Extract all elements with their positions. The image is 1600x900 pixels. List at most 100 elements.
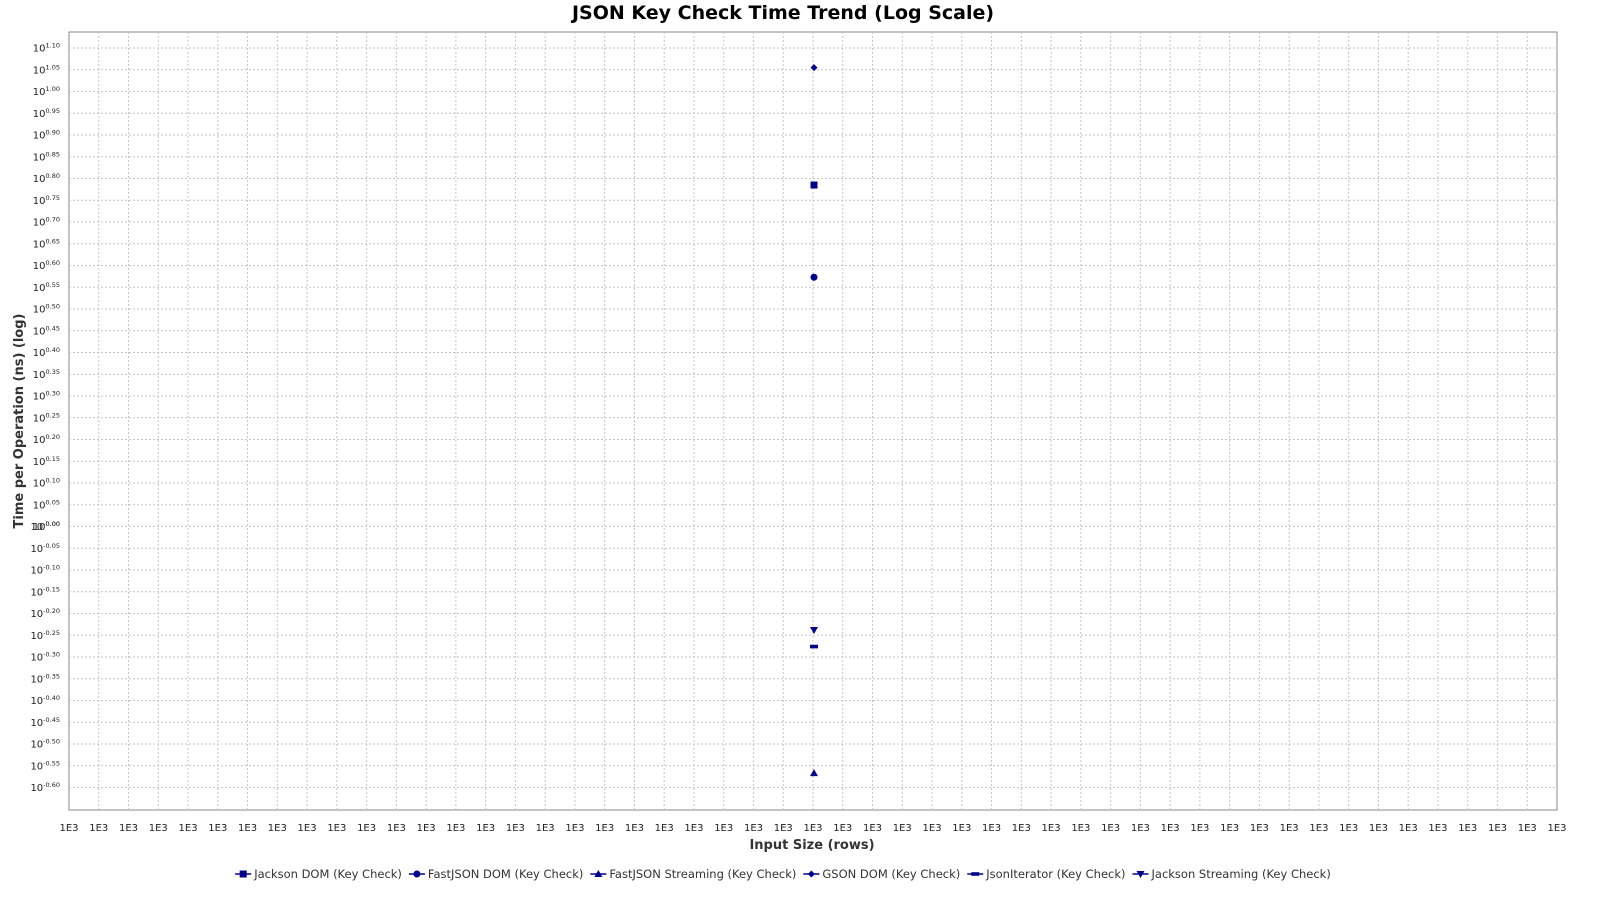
x-tick-label: 1E3: [298, 823, 317, 834]
y-tick-label: 101.00: [33, 85, 60, 98]
legend-item: Jackson Streaming (Key Check): [1132, 867, 1331, 881]
x-tick-label: 1E3: [863, 823, 882, 834]
x-tick-label: 1E3: [1071, 823, 1090, 834]
x-tick-label: 1E3: [684, 823, 703, 834]
legend-marker: [1136, 871, 1145, 878]
point-gson-dom-key-check: [810, 64, 818, 72]
y-tick-label: 100.90: [33, 129, 60, 142]
x-tick-label: 1E3: [893, 823, 912, 834]
x-tick-label: 1E3: [387, 823, 406, 834]
x-tick-label: 1E3: [268, 823, 287, 834]
chart-title: JSON Key Check Time Trend (Log Scale): [570, 2, 994, 24]
y-tick-label: 10-0.55: [30, 759, 60, 772]
legend-item: JsonIterator (Key Check): [967, 867, 1126, 881]
y-axis-title: Time per Operation (ns) (log): [12, 314, 27, 529]
y-tick-label: 10-0.25: [30, 629, 60, 642]
x-tick-label: 1E3: [1161, 823, 1180, 834]
y-tick-label: 101.10: [33, 42, 60, 55]
y-tick-label: 100.05: [33, 498, 60, 511]
x-tick-label: 1E3: [1547, 823, 1566, 834]
x-tick-label: 1E3: [327, 823, 346, 834]
y-tick-label: 100.25: [33, 411, 60, 424]
legend-item: Jackson DOM (Key Check): [235, 867, 402, 881]
x-tick-label: 1E3: [833, 823, 852, 834]
x-tick-label: 1E3: [446, 823, 465, 834]
y-tick-label: 100.50: [33, 303, 60, 316]
x-tick-label: 1E3: [982, 823, 1001, 834]
x-tick-label: 1E3: [238, 823, 257, 834]
x-tick-label: 1E3: [1309, 823, 1328, 834]
x-tick-label: 1E3: [476, 823, 495, 834]
x-tick-label: 1E3: [714, 823, 733, 834]
x-tick-label: 1E3: [1339, 823, 1358, 834]
x-tick-label: 1E3: [565, 823, 584, 834]
y-tick-label: 100.80: [33, 172, 60, 185]
legend-marker: [594, 870, 603, 877]
y-tick-label: 10-0.45: [30, 716, 60, 729]
x-tick-label: 1E3: [1428, 823, 1447, 834]
point-jackson-dom-key-check: [810, 181, 818, 189]
legend-label: FastJSON DOM (Key Check): [428, 867, 583, 881]
legend-marker: [807, 870, 815, 878]
y-tick-label: 100.30: [33, 390, 60, 403]
y-tick-label: 10-0.40: [30, 694, 60, 707]
legend-marker: [971, 872, 980, 876]
x-tick-label: 1E3: [1518, 823, 1537, 834]
x-tick-label: 1E3: [803, 823, 822, 834]
legend-marker: [413, 870, 421, 878]
x-tick-label: 1E3: [208, 823, 227, 834]
x-tick-label: 1E3: [1488, 823, 1507, 834]
x-tick-label: 1E3: [595, 823, 614, 834]
y-tick-label: 10-0.05: [30, 542, 60, 555]
y-tick-label: 100.40: [33, 346, 60, 359]
grid-lines: [69, 32, 1557, 810]
x-tick-label: 1E3: [1131, 823, 1150, 834]
x-tick-label: 1E3: [1220, 823, 1239, 834]
x-tick-label: 1E3: [655, 823, 674, 834]
y-tick-label: 10-0.35: [30, 672, 60, 685]
x-tick-label: 1E3: [1399, 823, 1418, 834]
legend: Jackson DOM (Key Check) FastJSON DOM (Key…: [235, 867, 1331, 881]
x-tick-label: 1E3: [1458, 823, 1477, 834]
point-jsoniterator-key-check: [810, 644, 818, 649]
point-jackson-streaming-key-check: [810, 627, 818, 635]
legend-label: GSON DOM (Key Check): [822, 867, 960, 881]
y-tick-label: 100.70: [33, 216, 60, 229]
legend-label: FastJSON Streaming (Key Check): [609, 867, 796, 881]
legend-item: FastJSON Streaming (Key Check): [590, 867, 796, 881]
y-tick-label: 100.20: [33, 433, 60, 446]
legend-marker: [239, 870, 247, 878]
y-tick-label: 100.60: [33, 259, 60, 272]
x-axis-ticks: 1E3 1E3 1E3 1E3 1E3 1E3 1E3 1E3 1E3 1E3 1E3 1E3 1E3 1…: [59, 823, 1566, 834]
x-tick-label: 1E3: [1190, 823, 1209, 834]
y-tick-label: 100.75: [33, 194, 60, 207]
x-tick-label: 1E3: [1042, 823, 1061, 834]
x-tick-label: 1E3: [417, 823, 436, 834]
legend-item: FastJSON DOM (Key Check): [408, 867, 583, 881]
x-tick-label: 1E3: [59, 823, 78, 834]
x-tick-label: 1E3: [1369, 823, 1388, 834]
y-tick-label: 100.55: [33, 281, 60, 294]
data-points: [810, 64, 818, 777]
y-tick-label: 100.15: [33, 455, 60, 468]
y-tick-label: 100.65: [33, 237, 60, 250]
y-tick-label: 10-0.30: [30, 651, 60, 664]
x-tick-label: 1E3: [1250, 823, 1269, 834]
point-fastjson-dom-key-check: [810, 273, 818, 281]
y-tick-label: 10-0.00: [30, 520, 60, 533]
y-tick-label: 10-0.10: [30, 564, 60, 577]
x-tick-label: 1E3: [1101, 823, 1120, 834]
legend-label: JsonIterator (Key Check): [985, 867, 1125, 881]
legend-label: Jackson DOM (Key Check): [253, 867, 402, 881]
y-tick-label: 100.00: [33, 520, 60, 533]
y-tick-label: 10-0.50: [30, 738, 60, 751]
y-tick-label: 10-0.15: [30, 585, 60, 598]
x-tick-label: 1E3: [536, 823, 555, 834]
x-tick-label: 1E3: [744, 823, 763, 834]
y-tick-label: 100.45: [33, 324, 60, 337]
x-tick-label: 1E3: [149, 823, 168, 834]
y-tick-label: 10-0.60: [30, 781, 60, 794]
x-tick-label: 1E3: [923, 823, 942, 834]
y-tick-label: 100.95: [33, 107, 60, 120]
